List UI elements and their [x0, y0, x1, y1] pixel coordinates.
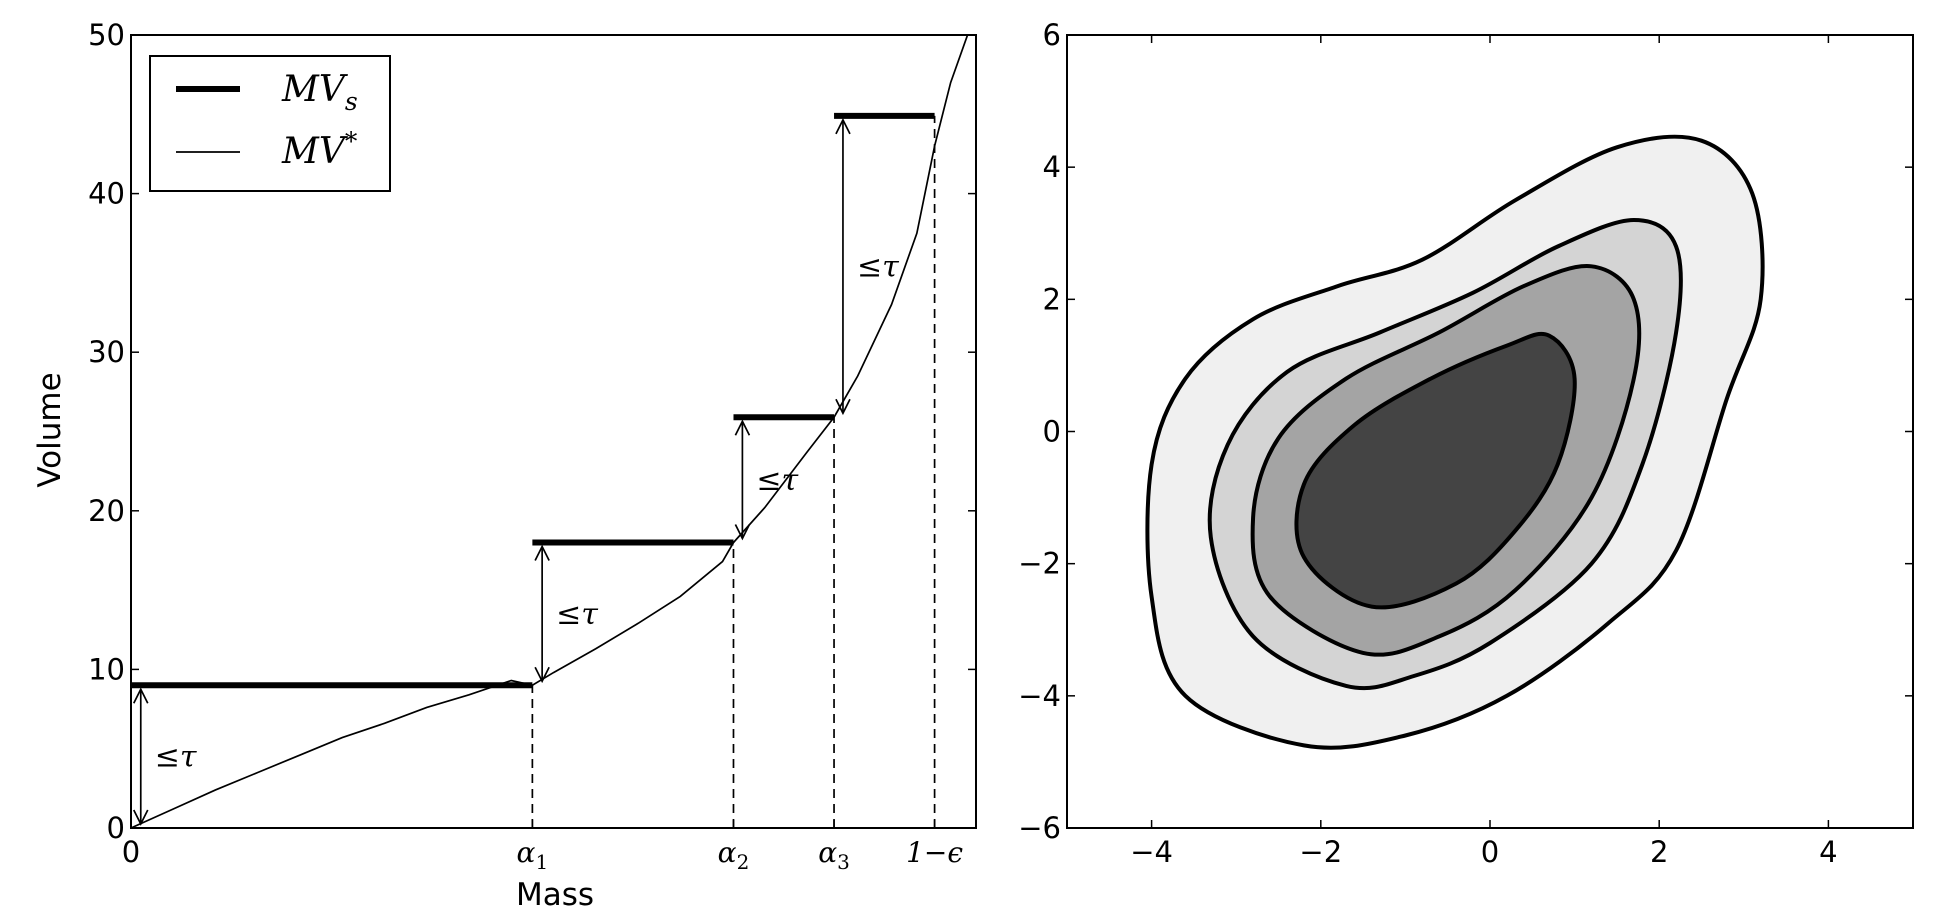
tau-annotation-label: ≤τ: [857, 250, 899, 285]
right-y-tick-label: 4: [1043, 150, 1061, 184]
tick-label-sub: 3: [837, 850, 850, 874]
legend-label-mv-s-main: MV: [281, 69, 349, 110]
right-x-ticks: −4 −2 0 2 4: [1130, 35, 1838, 869]
contour-level-4: [1294, 331, 1577, 610]
legend-label-mv-s: MVs: [281, 69, 358, 116]
tau-arrow-head-up: [734, 419, 751, 436]
tau-arrow-head-up: [132, 687, 149, 704]
tau-arrow-head-up: [835, 117, 851, 135]
right-y-tick-label: 2: [1043, 282, 1061, 316]
left-y-tick-label: 20: [88, 494, 125, 528]
tick-label-sub: 1: [535, 850, 548, 874]
legend-label-mv-star-sup: *: [345, 127, 358, 156]
tick-label-main: α: [818, 836, 837, 869]
left-y-tick-label: 40: [88, 177, 125, 211]
right-x-tick-label: 4: [1819, 835, 1837, 869]
series-steps-mv-s: [131, 112, 935, 689]
tau-annotation-label: ≤τ: [155, 740, 197, 775]
tick-label-main: 1−ϵ: [906, 836, 963, 869]
right-y-ticks: −6 −4 −2 0 2 4 6: [1018, 18, 1913, 845]
tau-arrow-head-down: [132, 809, 149, 826]
tau-annotation-label: ≤τ: [556, 597, 598, 632]
tick-label-sub: 2: [737, 850, 750, 874]
right-y-tick-label: 6: [1043, 18, 1061, 52]
left-y-tick-label: 0: [107, 811, 125, 845]
contour-levels: [1145, 134, 1765, 750]
legend-box: [149, 55, 391, 192]
legend-label-mv-star: MV*: [281, 127, 358, 172]
left-y-tick-label: 30: [88, 335, 125, 369]
left-x-tick-label: α1: [517, 836, 549, 874]
tick-label-main: α: [517, 836, 536, 869]
left-dashed-guides: [531, 115, 936, 828]
left-y-ticks: 0 10 20 30 40 50: [88, 18, 976, 845]
right-chart: −6 −4 −2 0 2 4 6 −4 −2 0 2 4: [1018, 18, 1914, 869]
tau-arrow-head-down: [734, 524, 751, 541]
right-x-tick-label: 2: [1650, 835, 1668, 869]
series-line-mv-star: [130, 34, 976, 829]
tau-annotation-label: ≤τ: [756, 463, 798, 498]
left-x-axis-title: Mass: [516, 877, 594, 913]
left-y-axis-title: Volume: [32, 372, 68, 487]
legend-label-mv-s-sub: s: [345, 87, 358, 116]
tau-annotations: ≤τ ≤τ ≤τ ≤τ: [132, 117, 899, 826]
left-y-tick-label: 10: [88, 652, 125, 686]
right-y-tick-label: 0: [1043, 415, 1061, 449]
right-x-tick-label: −4: [1130, 835, 1173, 869]
legend: MVs MV*: [149, 55, 391, 192]
left-y-tick-label: 50: [88, 18, 125, 52]
tau-arrow-head-down: [835, 398, 851, 416]
left-x-tick-label: 0: [122, 835, 140, 869]
left-x-tick-label: α3: [818, 836, 850, 874]
right-y-tick-label: −6: [1018, 811, 1061, 845]
tick-label-main: α: [718, 836, 737, 869]
left-x-tick-label: 1−ϵ: [906, 836, 963, 869]
tau-arrow-head-up: [534, 544, 550, 561]
right-x-tick-label: 0: [1481, 835, 1499, 869]
right-x-tick-label: −2: [1299, 835, 1342, 869]
right-y-tick-label: −4: [1018, 679, 1061, 713]
legend-label-mv-star-main: MV: [281, 131, 349, 172]
left-x-tick-label: α2: [718, 836, 750, 874]
left-plot-frame: [130, 34, 977, 829]
right-y-tick-label: −2: [1018, 547, 1061, 581]
left-x-ticks: 0 α1 α2 α3 1−ϵ: [122, 820, 963, 874]
tick-label-main: 0: [122, 835, 140, 869]
tau-arrow-head-down: [534, 666, 550, 684]
